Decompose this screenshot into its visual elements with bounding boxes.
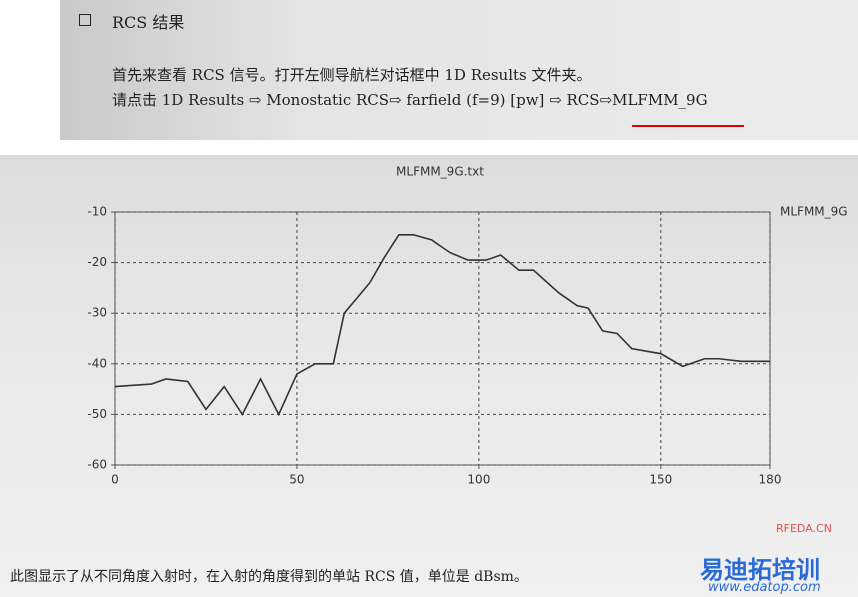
watermark: www.edatop.com [708,580,821,595]
legend-label: MLFMM_9G [780,205,848,219]
red-underline [632,125,744,127]
y-tick-label: -60 [87,458,107,472]
x-tick-label: 180 [759,473,782,487]
book-text-area: RCS 结果 首先来查看 RCS 信号。打开左侧导航栏对话框中 1D Resul… [60,0,858,140]
paragraph-line: 首先来查看 RCS 信号。打开左侧导航栏对话框中 1D Results 文件夹。 [112,66,592,84]
y-tick-label: -50 [87,407,107,421]
y-tick-label: -40 [87,356,107,370]
x-tick-label: 100 [467,473,490,487]
chart-title: MLFMM_9G.txt [396,165,484,179]
paragraph-line: 请点击 1D Results ⇨ Monostatic RCS⇨ farfiel… [112,91,708,109]
y-tick-label: -30 [87,306,107,320]
section-title: RCS 结果 [112,13,185,32]
caption: 此图显示了从不同角度入射时，在入射的角度得到的单站 RCS 值，单位是 dBsm… [10,569,528,585]
y-tick-label: -20 [87,255,107,269]
x-tick-label: 0 [111,473,119,487]
watermark: RFEDA.CN [776,522,832,535]
x-tick-label: 150 [649,473,672,487]
y-tick-label: -10 [87,205,107,219]
data-line [114,233,770,417]
watermark: 易迪拓培训 [700,556,820,584]
x-tick-label: 50 [289,473,304,487]
bullet-box [79,14,91,26]
chart-scan-area [0,155,858,597]
plot-frame [114,211,771,466]
